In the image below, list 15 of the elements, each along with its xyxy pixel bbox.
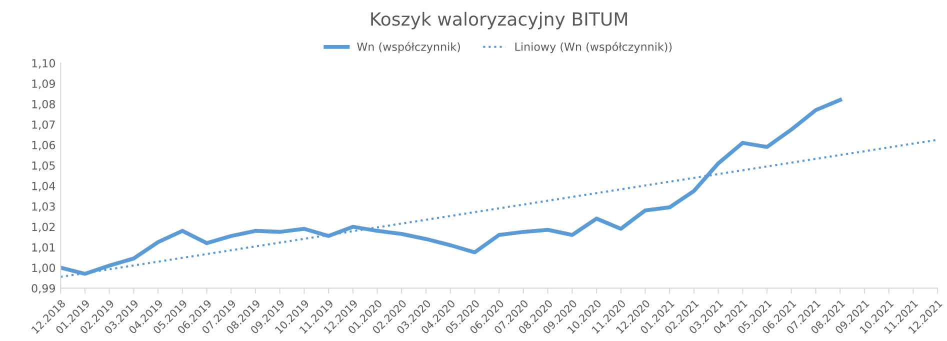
y-tick-label: 1,10 bbox=[32, 59, 56, 69]
y-tick-label: 1,02 bbox=[32, 222, 55, 232]
y-tick-label: 1,09 bbox=[32, 80, 55, 90]
legend-label: Liniowy (Wn (współczynnik)) bbox=[515, 42, 672, 54]
y-tick-label: 1,05 bbox=[32, 161, 55, 171]
y-tick-label: 1,00 bbox=[32, 264, 56, 274]
chart-title: Koszyk waloryzacyjny BITUM bbox=[371, 12, 627, 30]
y-tick-label: 1,01 bbox=[32, 243, 55, 253]
y-tick-label: 1,04 bbox=[32, 182, 56, 192]
y-tick-label: 1,06 bbox=[32, 140, 56, 150]
y-tick-label: 1,07 bbox=[32, 120, 55, 130]
y-tick-label: 1,03 bbox=[32, 202, 55, 212]
y-tick-label: 1,08 bbox=[32, 100, 55, 110]
legend-label: Wn (współczynnik) bbox=[357, 42, 460, 54]
y-tick-label: 0,99 bbox=[32, 284, 55, 294]
